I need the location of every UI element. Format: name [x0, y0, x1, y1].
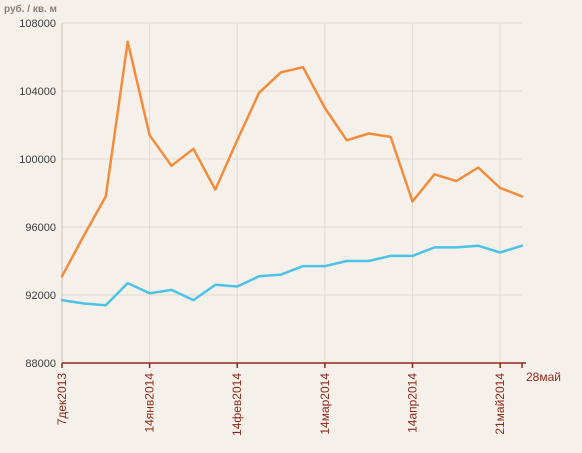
- x-tick-label: 7дек2013: [55, 373, 69, 426]
- y-tick-label: 96000: [25, 222, 56, 234]
- x-tick-label: 14мар2014: [318, 373, 332, 435]
- axes: [61, 23, 526, 368]
- x-tick-label: 14янв2014: [143, 373, 157, 433]
- series-line-2: [60, 244, 524, 307]
- grid: [62, 22, 522, 363]
- x-tick-label: 14апр2014: [405, 373, 419, 433]
- y-tick-label: 100000: [19, 154, 56, 166]
- series-lines: [60, 40, 524, 307]
- y-tick-label: 88000: [25, 358, 56, 370]
- series-line-1: [60, 40, 524, 278]
- y-axis-unit-label: руб. / кв. м: [4, 3, 57, 15]
- x-tick-label: 21май2014: [493, 373, 507, 435]
- y-tick-label: 104000: [19, 86, 56, 98]
- y-tick-label: 108000: [19, 18, 56, 30]
- x-tick-label: 28май: [526, 370, 561, 384]
- y-tick-label: 92000: [25, 290, 56, 302]
- x-tick-label: 14фев2014: [230, 373, 244, 436]
- tick-labels: 88000 92000 96000 100000 104000 108000 7дек201…: [19, 18, 561, 436]
